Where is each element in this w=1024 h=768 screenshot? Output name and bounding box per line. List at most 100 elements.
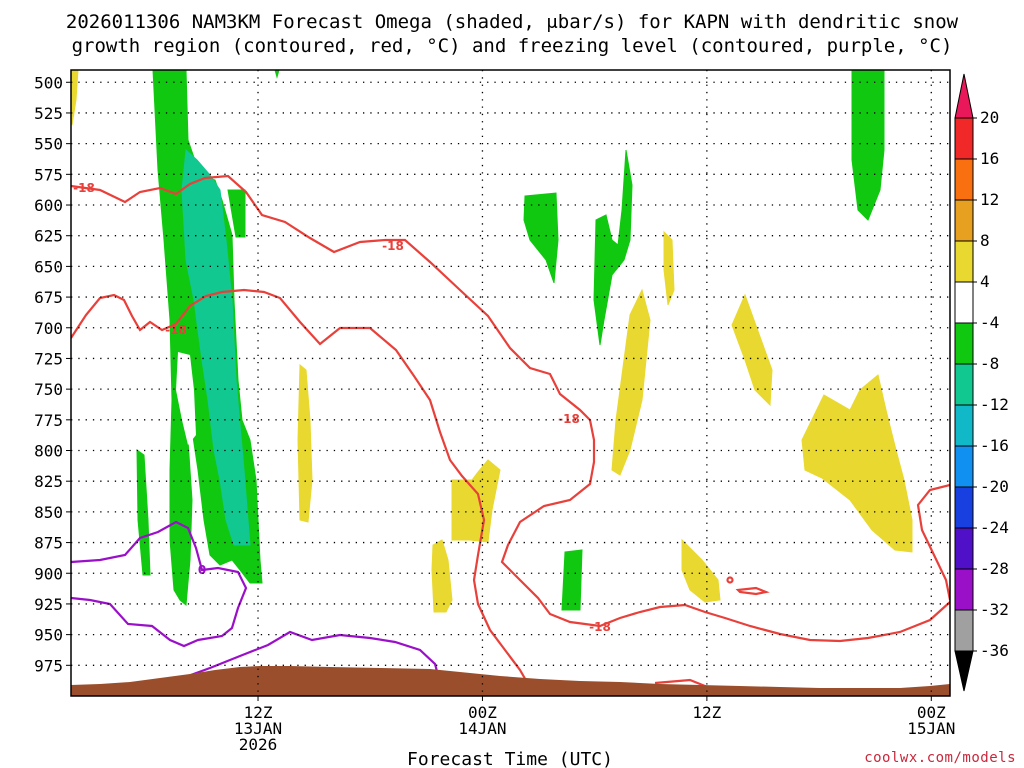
- omega-pos-g: [731, 293, 773, 407]
- omega-blob-top-left: [274, 70, 280, 79]
- y-tick-label: 825: [34, 472, 63, 491]
- omega-shading-yellow: [71, 70, 913, 613]
- plot-area: -18 -18 -18 -18 -18 0: [71, 70, 950, 696]
- omega-pos-c: [451, 459, 501, 543]
- y-tick-label: 850: [34, 503, 63, 522]
- omega-blob-small-b: [136, 449, 151, 576]
- y-tick-label: 925: [34, 595, 63, 614]
- y-tick-label: 775: [34, 411, 63, 430]
- y-tick-label: 575: [34, 165, 63, 184]
- colorbar-swatch: [954, 199, 974, 242]
- colorbar-label: -20: [980, 477, 1009, 496]
- colorbar-label: 4: [980, 272, 990, 291]
- colorbar-swatch: [954, 158, 974, 201]
- dgz-contour-lower: [71, 288, 536, 696]
- colorbar-label: -16: [980, 436, 1009, 455]
- dgz-label-2: -18: [382, 239, 404, 253]
- y-tick-label: 525: [34, 104, 63, 123]
- chart-title-line2: growth region (contoured, red, °C) and f…: [72, 35, 953, 57]
- colorbar-bottom-triangle: [954, 650, 974, 692]
- x-tick-label: 14JAN: [458, 719, 506, 738]
- y-tick-label: 625: [34, 227, 63, 246]
- plot-frame: [70, 69, 951, 697]
- colorbar-label: -36: [980, 641, 1009, 660]
- omega-blob-mid-b: [593, 149, 633, 346]
- colorbar-label: 16: [980, 149, 999, 168]
- colorbar-label: 8: [980, 231, 990, 250]
- x-tick-label: 15JAN: [907, 719, 955, 738]
- omega-blob-mid-a: [523, 192, 559, 284]
- omega-pos-h: [681, 538, 721, 603]
- colorbar-label: -4: [980, 313, 999, 332]
- y-tick-label: 550: [34, 135, 63, 154]
- colorbar-swatch: [954, 486, 974, 529]
- omega-pos-d: [431, 539, 453, 613]
- y-tick-label: 600: [34, 196, 63, 215]
- omega-pos-e: [611, 288, 651, 476]
- y-axis: 500 525 550 575 600 625 650 675 700 725 750 775 800 8…: [34, 73, 71, 675]
- dgz-label-5: -18: [589, 620, 611, 634]
- colorbar-swatch: [954, 445, 974, 488]
- freezing-contour-upper: [71, 520, 248, 648]
- x-tick-label: 00Z: [468, 703, 497, 722]
- freezing-contour-lower: [187, 630, 444, 691]
- colorbar-swatch: [954, 404, 974, 447]
- y-tick-label: 975: [34, 656, 63, 675]
- omega-pos-a: [71, 70, 79, 126]
- y-tick-label: 675: [34, 288, 63, 307]
- dgz-label-3: -18: [165, 323, 187, 337]
- colorbar-swatch: [954, 281, 974, 324]
- omega-core-teal: [181, 148, 251, 546]
- colorbar-label: 20: [980, 108, 999, 127]
- colorbar-label: -28: [980, 559, 1009, 578]
- y-tick-label: 900: [34, 564, 63, 583]
- x-tick-label: 13JAN: [234, 719, 282, 738]
- y-tick-label: 800: [34, 442, 63, 461]
- omega-weak-hole: [176, 352, 196, 445]
- omega-pos-b: [297, 363, 313, 523]
- freezing-label: 0: [198, 563, 206, 577]
- colorbar-swatch: [954, 240, 974, 283]
- omega-pos-f: [663, 230, 675, 306]
- colorbar-swatch: [954, 117, 974, 160]
- colorbar-label: -32: [980, 600, 1009, 619]
- y-tick-label: 650: [34, 257, 63, 276]
- dgz-contour-right: [916, 483, 950, 601]
- colorbar-label: -12: [980, 395, 1009, 414]
- dgz-contour-tiny: [735, 586, 770, 596]
- omega-pos-i: [801, 374, 913, 553]
- colorbar-swatch: [954, 609, 974, 652]
- colorbar-label: -24: [980, 518, 1009, 537]
- credit-text: coolwx.com/models: [864, 750, 1016, 766]
- y-tick-label: 750: [34, 380, 63, 399]
- y-tick-label: 700: [34, 319, 63, 338]
- colorbar-swatch: [954, 568, 974, 611]
- colorbar-swatch: [954, 527, 974, 570]
- omega-shading-teal: [181, 148, 251, 546]
- freezing-level-contours: [71, 520, 444, 691]
- colorbar: 20 16 12 8 4 -4 -8 -12 -16 -20 -24 -28 -32 -36: [954, 73, 1009, 692]
- dgz-contour-dot: [726, 576, 734, 584]
- colorbar-swatch: [954, 363, 974, 406]
- omega-column-right: [851, 70, 885, 221]
- omega-blob-small-a: [227, 189, 246, 238]
- y-tick-label: 875: [34, 534, 63, 553]
- colorbar-top-triangle: [954, 73, 974, 119]
- x-tick-label: 00Z: [917, 703, 946, 722]
- y-tick-label: 725: [34, 349, 63, 368]
- colorbar-label: -8: [980, 354, 999, 373]
- colorbar-swatch: [954, 322, 974, 365]
- omega-blob-mid-c: [561, 549, 583, 611]
- terrain-ground: [71, 666, 950, 696]
- y-tick-label: 950: [34, 626, 63, 645]
- chart-title-line1: 2026011306 NAM3KM Forecast Omega (shaded…: [66, 11, 959, 33]
- dgz-label-1: -18: [73, 181, 95, 195]
- gridlines: [71, 70, 950, 696]
- x-axis-label: Forecast Time (UTC): [407, 749, 613, 768]
- x-tick-label: 2026: [239, 735, 278, 754]
- x-tick-label: 12Z: [244, 703, 273, 722]
- y-tick-label: 500: [34, 73, 63, 92]
- colorbar-label: 12: [980, 190, 999, 209]
